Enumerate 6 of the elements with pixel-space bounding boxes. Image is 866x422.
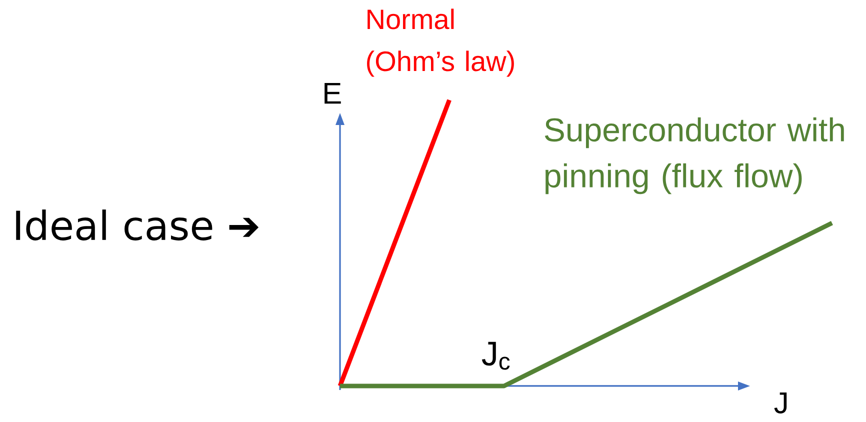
- x-axis-title: J: [774, 392, 787, 414]
- annotation: J$_{c}$: [482, 342, 510, 370]
- text: Ideal case ➔: [16, 210, 259, 240]
- y-axis-title: E: [324, 82, 341, 104]
- series-label: Superconductor with pinning (flux flow): [544, 117, 844, 194]
- text: Normal (Ohm’s law): [367, 8, 514, 77]
